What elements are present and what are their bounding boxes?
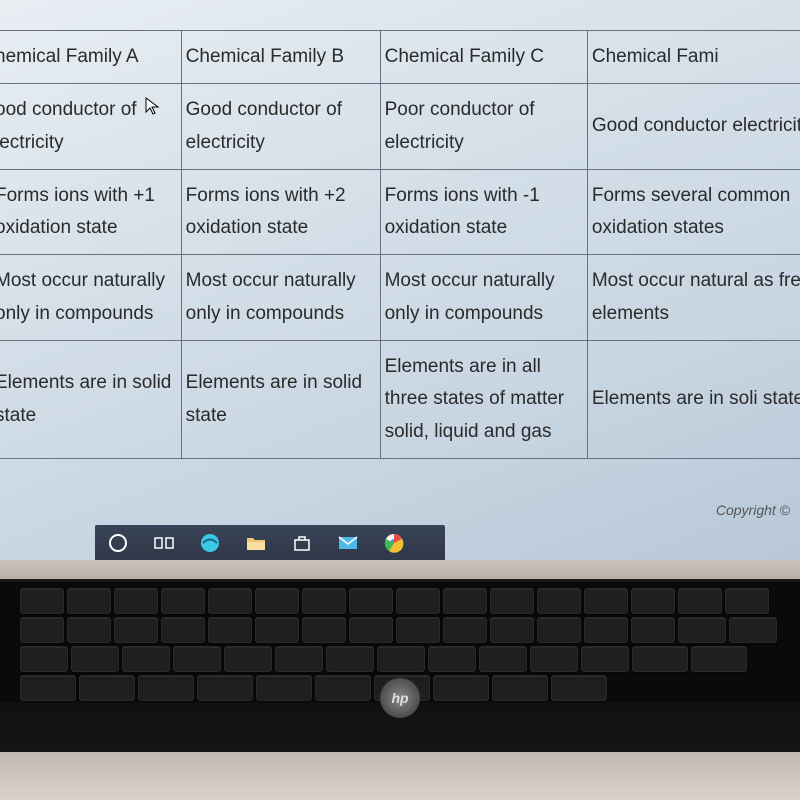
table-row: Most occur naturally only in compounds M… [0, 255, 800, 341]
keyboard-key [725, 588, 769, 614]
table-header-row: hemical Family A Chemical Family B Chemi… [0, 31, 800, 84]
task-view-icon[interactable] [153, 532, 175, 554]
windows-taskbar[interactable] [95, 525, 445, 560]
keyboard-key [20, 617, 64, 643]
keyboard-key [197, 675, 253, 701]
hp-logo-icon: hp [380, 678, 420, 718]
keyboard-key [315, 675, 371, 701]
header-family-d: Chemical Fami [587, 31, 800, 84]
keyboard-key [71, 646, 119, 672]
mail-icon[interactable] [337, 532, 359, 554]
keyboard-key [79, 675, 135, 701]
keyboard-key [490, 588, 534, 614]
keyboard-key [678, 617, 726, 643]
cell-conductor-c: Poor conductor of electricity [380, 84, 587, 170]
keyboard-key [138, 675, 194, 701]
keyboard-key [255, 588, 299, 614]
chrome-icon[interactable] [383, 532, 405, 554]
keyboard-key [122, 646, 170, 672]
keyboard-key [326, 646, 374, 672]
keyboard-key [492, 675, 548, 701]
keyboard-key [631, 617, 675, 643]
header-family-b: Chemical Family B [181, 31, 380, 84]
cell-occur-d: Most occur natural as free elements [587, 255, 800, 341]
keyboard-key [20, 675, 76, 701]
laptop-screen: hemical Family A Chemical Family B Chemi… [0, 0, 800, 560]
keyboard-key [678, 588, 722, 614]
keyboard-key [349, 588, 393, 614]
cell-state-b: Elements are in solid state [181, 341, 380, 459]
keyboard-key [224, 646, 272, 672]
keyboard-key [20, 646, 68, 672]
cell-ions-d: Forms several common oxidation states [587, 169, 800, 255]
keyboard-key [302, 588, 346, 614]
keyboard-key [114, 617, 158, 643]
keyboard-key [161, 617, 205, 643]
keyboard-key [255, 617, 299, 643]
cell-ions-a: Forms ions with +1 oxidation state [0, 169, 181, 255]
header-family-c: Chemical Family C [380, 31, 587, 84]
cell-occur-a: Most occur naturally only in compounds [0, 255, 181, 341]
cell-conductor-a: ood conductor of lectricity [0, 84, 181, 170]
keyboard-key [584, 588, 628, 614]
keyboard-key [691, 646, 747, 672]
cell-conductor-d: Good conductor electricity [587, 84, 800, 170]
keyboard-key [377, 646, 425, 672]
keyboard-key [479, 646, 527, 672]
keyboard-key [490, 617, 534, 643]
cell-state-c: Elements are in all three states of matt… [380, 341, 587, 459]
keyboard-key [551, 675, 607, 701]
table-row: Forms ions with +1 oxidation state Forms… [0, 169, 800, 255]
keyboard-key [729, 617, 777, 643]
keyboard-key [302, 617, 346, 643]
keyboard-key [631, 588, 675, 614]
keyboard-key [173, 646, 221, 672]
cell-conductor-b: Good conductor of electricity [181, 84, 380, 170]
keyboard-key [433, 675, 489, 701]
header-family-a: hemical Family A [0, 31, 181, 84]
chemical-families-table: hemical Family A Chemical Family B Chemi… [0, 30, 800, 459]
cell-ions-b: Forms ions with +2 oxidation state [181, 169, 380, 255]
table-row: ood conductor of lectricity Good conduct… [0, 84, 800, 170]
keyboard-key [584, 617, 628, 643]
keyboard-key [208, 617, 252, 643]
keyboard-key [537, 588, 581, 614]
cell-state-a: Elements are in solid state [0, 341, 181, 459]
cell-ions-c: Forms ions with -1 oxidation state [380, 169, 587, 255]
table-row: Elements are in solid state Elements are… [0, 341, 800, 459]
keyboard-key [396, 588, 440, 614]
store-icon[interactable] [291, 532, 313, 554]
keyboard-key [114, 588, 158, 614]
copyright-text: Copyright © [716, 502, 790, 518]
file-explorer-icon[interactable] [245, 532, 267, 554]
cell-occur-b: Most occur naturally only in compounds [181, 255, 380, 341]
keyboard-key [208, 588, 252, 614]
keyboard-key [161, 588, 205, 614]
keyboard-key [443, 617, 487, 643]
keyboard-key [428, 646, 476, 672]
keyboard-key [632, 646, 688, 672]
cortana-icon[interactable] [107, 532, 129, 554]
keyboard-key [537, 617, 581, 643]
cell-occur-c: Most occur naturally only in compounds [380, 255, 587, 341]
keyboard-key [443, 588, 487, 614]
keyboard-key [275, 646, 323, 672]
keyboard-key [530, 646, 578, 672]
chemical-families-table-container: hemical Family A Chemical Family B Chemi… [0, 30, 800, 459]
cell-state-d: Elements are in soli state [587, 341, 800, 459]
keyboard-key [67, 617, 111, 643]
keyboard-key [349, 617, 393, 643]
edge-icon[interactable] [199, 532, 221, 554]
keyboard-key [67, 588, 111, 614]
keyboard-key [256, 675, 312, 701]
keyboard-key [20, 588, 64, 614]
keyboard-key [396, 617, 440, 643]
keyboard-key [581, 646, 629, 672]
